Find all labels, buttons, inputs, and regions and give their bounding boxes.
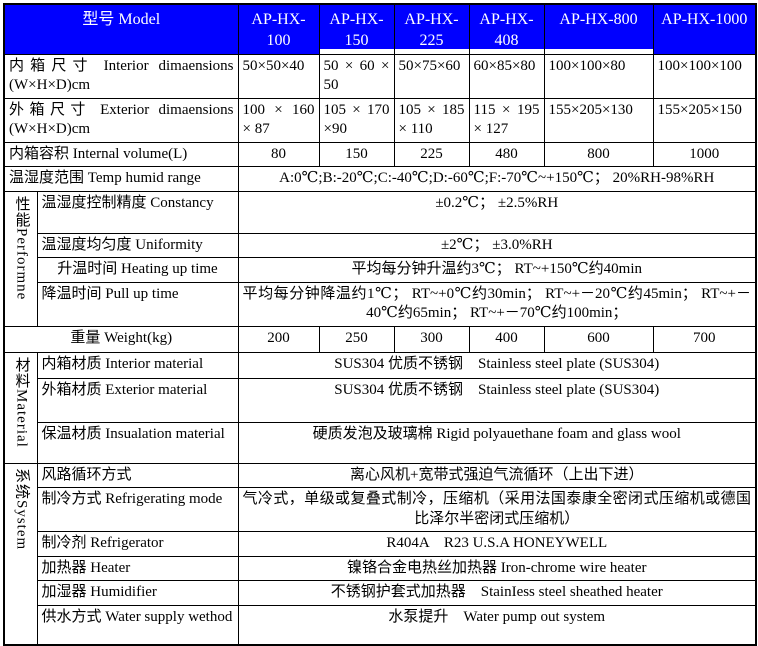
- internal-volume-label: 内箱容积 Internal volume(L): [3, 141, 239, 168]
- interior-material-label: 内箱材质 Interior material: [36, 351, 239, 379]
- weight-value: 250: [318, 325, 395, 353]
- refrigerant-value: R404A R23 U.S.A HONEYWELL: [237, 531, 757, 557]
- section-performance: 性能Performne: [3, 190, 38, 327]
- heater-value: 镍铬合金电热丝加热器 Iron-chrome wire heater: [237, 555, 757, 582]
- heater-label: 加热器 Heater: [36, 555, 239, 582]
- section-material-label: 材料Material: [13, 356, 30, 448]
- temp-range-value: A:0℃;B:-20℃;C:-40℃;D:-60℃;F:-70℃~+150℃； …: [237, 166, 757, 192]
- weight-value: 200: [237, 325, 320, 353]
- exterior-material-label: 外箱材质 Exterior material: [36, 377, 239, 423]
- insulation-value: 硬质发泡及玻璃棉 Rigid polyauethane foam and gla…: [237, 421, 757, 464]
- model-col-ap-hx-225: AP-HX-225: [393, 3, 470, 55]
- row-air-circulation: 系统System 风路循环方式 离心风机+宽带式强迫气流循环（上出下进）: [3, 462, 757, 646]
- insulation-label: 保温材质 Insualation material: [36, 421, 239, 464]
- header-row: 型号 Model AP-HX-100 AP-HX-150 AP-HX-225 A…: [3, 3, 757, 55]
- interior-dims-value: 100×100×100: [652, 53, 757, 99]
- constancy-value: ±0.2℃； ±2.5%RH: [237, 190, 757, 234]
- row-exterior-dims: 外箱尺寸 Exterior dimaensions (W×H×D)cm 100 …: [3, 97, 757, 143]
- heating-time-value: 平均每分钟升温约3℃； RT~+150℃约40min: [237, 257, 757, 283]
- exterior-dims-value: 105 × 185 × 110: [393, 97, 470, 143]
- exterior-dims-value: 115 × 195 × 127: [468, 97, 545, 143]
- exterior-dims-label: 外箱尺寸 Exterior dimaensions (W×H×D)cm: [3, 97, 239, 143]
- section-performance-label: 性能Performne: [13, 195, 30, 300]
- row-heating-time: 升温时间 Heating up time 平均每分钟升温约3℃； RT~+150…: [4, 257, 757, 283]
- model-col-ap-hx-408: AP-HX-408: [468, 3, 545, 55]
- refrigerating-mode-value: 气冷式，单级或复叠式制冷，压缩机（采用法国泰康全密闭式压缩机或德国比泽尔半密闭式…: [237, 487, 757, 533]
- internal-volume-value: 225: [393, 141, 470, 168]
- exterior-dims-value: 155×205×130: [543, 97, 654, 143]
- refrigerant-label: 制冷剂 Refrigerator: [36, 531, 239, 557]
- row-constancy: 性能Performne 温湿度控制精度 Constancy ±0.2℃； ±2.…: [3, 190, 757, 327]
- weight-label: 重量 Weight(kg): [3, 325, 239, 353]
- cooling-time-label: 降温时间 Pull up time: [36, 281, 239, 327]
- section-system: 系统System: [3, 462, 38, 646]
- constancy-label: 温湿度控制精度 Constancy: [36, 190, 239, 234]
- exterior-dims-value: 155×205×150: [652, 97, 757, 143]
- model-col-ap-hx-100: AP-HX-100: [237, 3, 320, 55]
- weight-value: 700: [652, 325, 757, 353]
- interior-material-value: SUS304 优质不锈钢 Stainless steel plate (SUS3…: [237, 351, 757, 379]
- uniformity-value: ±2℃； ±3.0%RH: [237, 232, 757, 259]
- cooling-time-value: 平均每分钟降温约1℃； RT~+0℃约30min； RT~+－20℃约45min…: [237, 281, 757, 327]
- row-cooling-time: 降温时间 Pull up time 平均每分钟降温约1℃； RT~+0℃约30m…: [4, 281, 757, 327]
- row-water-supply: 供水方式 Water supply wethod 水泵提升 Water pump…: [4, 604, 757, 646]
- model-col-ap-hx-1000: AP-HX-1000: [652, 3, 757, 55]
- interior-dims-value: 50 × 60 × 50: [318, 53, 395, 99]
- interior-dims-value: 100×100×80: [543, 53, 654, 99]
- weight-value: 400: [468, 325, 545, 353]
- internal-volume-value: 80: [237, 141, 320, 168]
- internal-volume-value: 800: [543, 141, 654, 168]
- section-material: 材料Material: [3, 351, 38, 464]
- water-supply-value: 水泵提升 Water pump out system: [237, 604, 757, 646]
- internal-volume-value: 480: [468, 141, 545, 168]
- refrigerating-mode-label: 制冷方式 Refrigerating mode: [36, 487, 239, 533]
- row-refrigerant: 制冷剂 Refrigerator R404A R23 U.S.A HONEYWE…: [4, 531, 757, 557]
- internal-volume-value: 150: [318, 141, 395, 168]
- row-exterior-material: 外箱材质 Exterior material SUS304 优质不锈钢 Stai…: [4, 377, 757, 423]
- row-refrigerating-mode: 制冷方式 Refrigerating mode 气冷式，单级或复叠式制冷，压缩机…: [4, 487, 757, 533]
- interior-dims-value: 60×85×80: [468, 53, 545, 99]
- row-interior-dims: 内箱尺寸 Interior dimaensions (W×H×D)cm 50×5…: [3, 53, 757, 99]
- row-insulation: 保温材质 Insualation material 硬质发泡及玻璃棉 Rigid…: [4, 421, 757, 464]
- row-humidifier: 加湿器 Humidifier 不锈钢护套式加热器 StainIess steel…: [4, 580, 757, 606]
- row-interior-material: 材料Material 内箱材质 Interior material SUS304…: [3, 351, 757, 464]
- internal-volume-value: 1000: [652, 141, 757, 168]
- interior-dims-label: 内箱尺寸 Interior dimaensions (W×H×D)cm: [3, 53, 239, 99]
- interior-dims-value: 50×50×40: [237, 53, 320, 99]
- model-col-ap-hx-150: AP-HX-150: [318, 3, 395, 55]
- model-col-ap-hx-800: AP-HX-800: [543, 3, 654, 55]
- humidifier-value: 不锈钢护套式加热器 StainIess steel sheathed heate…: [237, 580, 757, 606]
- interior-dims-value: 50×75×60: [393, 53, 470, 99]
- temp-range-label: 温湿度范围 Temp humid range: [3, 166, 239, 192]
- weight-value: 300: [393, 325, 470, 353]
- row-heater: 加热器 Heater 镍铬合金电热丝加热器 Iron-chrome wire h…: [4, 555, 757, 582]
- exterior-material-value: SUS304 优质不锈钢 Stainless steel plate (SUS3…: [237, 377, 757, 423]
- weight-value: 600: [543, 325, 654, 353]
- spec-table: 型号 Model AP-HX-100 AP-HX-150 AP-HX-225 A…: [3, 3, 757, 646]
- section-system-label: 系统System: [13, 467, 30, 550]
- uniformity-label: 温湿度均匀度 Uniformity: [36, 232, 239, 259]
- water-supply-label: 供水方式 Water supply wethod: [36, 604, 239, 646]
- humidifier-label: 加湿器 Humidifier: [36, 580, 239, 606]
- exterior-dims-value: 105 × 170 ×90: [318, 97, 395, 143]
- row-weight: 重量 Weight(kg) 200 250 300 400 600 700: [3, 325, 757, 353]
- air-circulation-value: 离心风机+宽带式强迫气流循环（上出下进）: [237, 462, 757, 489]
- model-header-label: 型号 Model: [3, 3, 239, 55]
- exterior-dims-value: 100 × 160 × 87: [237, 97, 320, 143]
- air-circulation-label: 风路循环方式: [36, 462, 239, 489]
- row-uniformity: 温湿度均匀度 Uniformity ±2℃； ±3.0%RH: [4, 232, 757, 259]
- heating-time-label: 升温时间 Heating up time: [36, 257, 239, 283]
- row-temp-range: 温湿度范围 Temp humid range A:0℃;B:-20℃;C:-40…: [3, 166, 757, 192]
- row-internal-volume: 内箱容积 Internal volume(L) 80 150 225 480 8…: [3, 141, 757, 168]
